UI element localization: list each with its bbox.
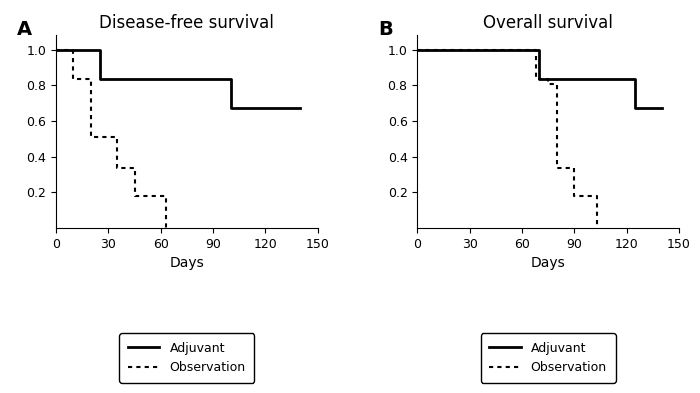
Text: B: B	[378, 20, 393, 39]
Title: Disease-free survival: Disease-free survival	[99, 15, 274, 33]
X-axis label: Days: Days	[531, 256, 566, 270]
Text: A: A	[17, 20, 32, 39]
X-axis label: Days: Days	[169, 256, 204, 270]
Title: Overall survival: Overall survival	[483, 15, 613, 33]
Legend: Adjuvant, Observation: Adjuvant, Observation	[120, 333, 254, 383]
Legend: Adjuvant, Observation: Adjuvant, Observation	[481, 333, 615, 383]
